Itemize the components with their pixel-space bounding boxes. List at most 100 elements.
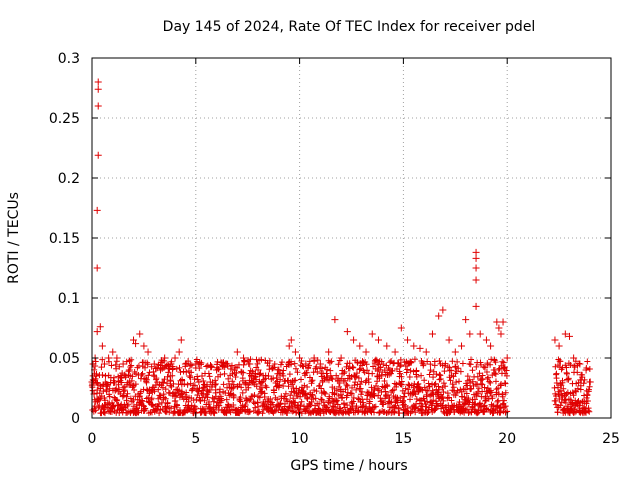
band-point	[271, 408, 278, 415]
band-point	[353, 386, 360, 393]
band-point	[456, 399, 463, 406]
band-point	[397, 356, 404, 363]
band-point	[230, 402, 237, 409]
band-point	[429, 387, 436, 394]
band-point	[185, 398, 192, 405]
band-point	[291, 377, 298, 384]
band-point	[499, 393, 506, 400]
data-point	[177, 336, 185, 344]
grid	[92, 58, 611, 418]
band-point	[369, 370, 376, 377]
data-point	[476, 330, 484, 338]
band-point	[164, 380, 171, 387]
band-point	[106, 393, 113, 400]
band-point	[200, 385, 207, 392]
data-point	[93, 206, 101, 214]
band-point	[165, 369, 172, 376]
data-point	[576, 360, 584, 368]
data-point	[94, 151, 102, 159]
band-point	[113, 365, 120, 372]
data-point	[233, 348, 241, 356]
band-point	[419, 359, 426, 366]
data-point	[462, 316, 470, 324]
band-point	[351, 373, 358, 380]
data-point	[198, 372, 206, 380]
band-point	[206, 386, 213, 393]
band-point	[252, 404, 259, 411]
band-point	[304, 395, 311, 402]
band-point	[558, 399, 565, 406]
band-point	[411, 356, 418, 363]
band-point	[503, 367, 510, 374]
data-point	[503, 354, 511, 362]
band-point	[449, 358, 456, 365]
band-point	[348, 390, 355, 397]
band-point	[185, 358, 192, 365]
band-point	[262, 382, 269, 389]
data-point	[109, 348, 117, 356]
band-point	[440, 388, 447, 395]
band-point	[191, 376, 198, 383]
band-point	[406, 374, 413, 381]
band-point	[563, 364, 570, 371]
band-point	[332, 397, 339, 404]
data-point	[93, 264, 101, 272]
band-point	[499, 358, 506, 365]
band-point	[333, 387, 340, 394]
band-point	[94, 387, 101, 394]
band-point	[483, 369, 490, 376]
band-point	[319, 378, 326, 385]
band-point	[355, 375, 362, 382]
band-point	[366, 400, 373, 407]
band-point	[413, 395, 420, 402]
band-point	[168, 383, 175, 390]
band-point	[423, 393, 430, 400]
data-point	[350, 336, 358, 344]
band-point	[258, 356, 265, 363]
band-point	[379, 408, 386, 415]
band-point	[289, 402, 296, 409]
band-point	[464, 382, 471, 389]
band-point	[346, 360, 353, 367]
band-point	[586, 383, 593, 390]
data-point	[586, 378, 594, 386]
band-point	[502, 389, 509, 396]
band-point	[574, 385, 581, 392]
data-point	[291, 348, 299, 356]
band-point	[174, 402, 181, 409]
band-point	[133, 406, 140, 413]
band-point	[236, 381, 243, 388]
band-point	[184, 381, 191, 388]
data-point	[404, 336, 412, 344]
band-point	[574, 369, 581, 376]
band-point	[312, 395, 319, 402]
data-point	[296, 354, 304, 362]
band-point	[242, 402, 249, 409]
band-point	[424, 358, 431, 365]
band-point	[371, 409, 378, 416]
band-point	[355, 395, 362, 402]
band-point	[492, 378, 499, 385]
band-point	[284, 398, 291, 405]
band-point	[271, 364, 278, 371]
band-point	[427, 367, 434, 374]
band-point	[349, 363, 356, 370]
band-point	[502, 403, 509, 410]
band-point	[328, 375, 335, 382]
band-point	[232, 374, 239, 381]
band-point	[256, 394, 263, 401]
data-point	[493, 318, 501, 326]
band-point	[455, 365, 462, 372]
band-point	[462, 407, 469, 414]
band-point	[363, 361, 370, 368]
data-point	[410, 342, 418, 350]
band-point	[211, 409, 218, 416]
band-point	[580, 380, 587, 387]
data-point	[391, 348, 399, 356]
band-point	[343, 381, 350, 388]
band-point	[276, 381, 283, 388]
band-point	[372, 403, 379, 410]
band-point	[569, 405, 576, 412]
band-point	[555, 384, 562, 391]
data-point	[125, 366, 133, 374]
